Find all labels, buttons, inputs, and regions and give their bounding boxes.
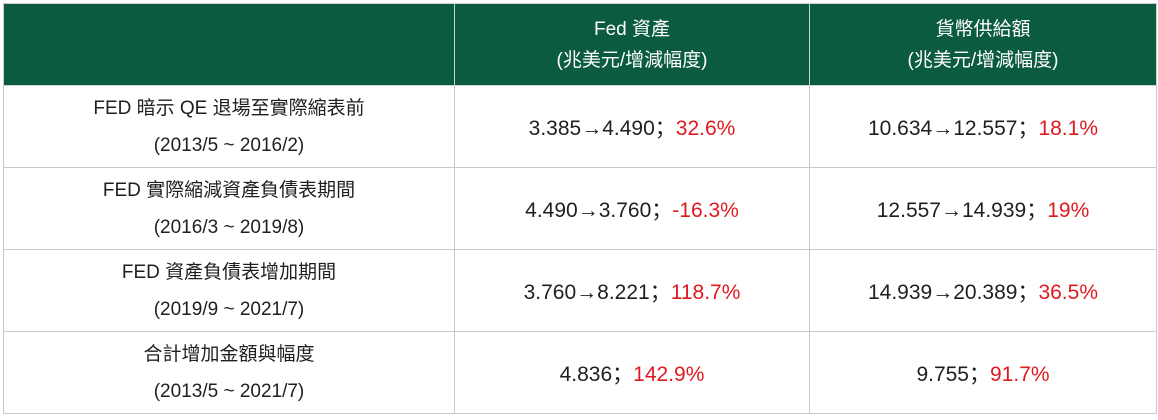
money-supply-cell: 9.755；91.7% [809,331,1157,414]
fed-assets-money-supply-table: Fed 資產 (兆美元/增減幅度) 貨幣供給額 (兆美元/增減幅度) FED 暗… [3,3,1157,414]
money-supply-range: 9.755； [916,362,990,386]
period-dates: (2016/3 ~ 2019/8) [153,216,305,238]
fed-assets-pct: 142.9% [633,362,705,386]
header-fed-assets-unit: (兆美元/增減幅度) [556,49,708,71]
period-label: FED 暗示 QE 退場至實際縮表前 [93,97,365,119]
table-header: Fed 資產 (兆美元/增減幅度) 貨幣供給額 (兆美元/增減幅度) [3,3,1157,86]
header-fed-assets: Fed 資產 (兆美元/增減幅度) [454,3,810,86]
money-supply-range: 14.939→20.389； [867,280,1039,304]
period-label-cell: 合計增加金額與幅度 (2013/5 ~ 2021/7) [3,331,455,414]
period-label-cell: FED 實際縮減資產負債表期間 (2016/3 ~ 2019/8) [3,167,455,250]
fed-assets-range: 4.836； [559,362,634,386]
money-supply-cell: 10.634→12.557；18.1% [809,85,1157,168]
period-dates: (2013/5 ~ 2021/7) [153,380,305,402]
fed-assets-cell: 4.836；142.9% [454,331,810,414]
fed-assets-pct: -16.3% [672,198,739,222]
money-supply-pct: 91.7% [990,362,1050,386]
fed-assets-cell: 3.385→4.490；32.6% [454,85,810,168]
period-label: FED 實際縮減資產負債表期間 [102,179,356,201]
header-money-supply-unit: (兆美元/增減幅度) [907,49,1059,71]
money-supply-pct: 19% [1047,198,1090,222]
table-body: FED 暗示 QE 退場至實際縮表前 (2013/5 ~ 2016/2) 3.3… [3,85,1157,414]
period-dates: (2019/9 ~ 2021/7) [153,298,305,320]
money-supply-cell: 14.939→20.389；36.5% [809,249,1157,332]
period-label-cell: FED 暗示 QE 退場至實際縮表前 (2013/5 ~ 2016/2) [3,85,455,168]
period-label: 合計增加金額與幅度 [143,343,315,365]
fed-assets-pct: 32.6% [675,116,736,140]
money-supply-pct: 18.1% [1038,116,1098,140]
header-row: Fed 資產 (兆美元/增減幅度) 貨幣供給額 (兆美元/增減幅度) [3,3,1157,86]
period-label: FED 資產負債表增加期間 [121,261,337,283]
money-supply-range: 10.634→12.557； [867,116,1039,140]
fed-assets-range: 3.385→4.490； [528,116,676,140]
header-money-supply: 貨幣供給額 (兆美元/增減幅度) [809,3,1157,86]
table-row: FED 暗示 QE 退場至實際縮表前 (2013/5 ~ 2016/2) 3.3… [3,85,1157,168]
header-period-cell [3,3,455,86]
money-supply-range: 12.557→14.939； [876,198,1048,222]
table-row: FED 實際縮減資產負債表期間 (2016/3 ~ 2019/8) 4.490→… [3,167,1157,250]
period-label-cell: FED 資產負債表增加期間 (2019/9 ~ 2021/7) [3,249,455,332]
table-row-total: 合計增加金額與幅度 (2013/5 ~ 2021/7) 4.836；142.9%… [3,331,1157,414]
table-row: FED 資產負債表增加期間 (2019/9 ~ 2021/7) 3.760→8.… [3,249,1157,332]
fed-assets-range: 4.490→3.760； [525,198,673,222]
header-fed-assets-title: Fed 資產 [593,18,671,40]
fed-assets-pct: 118.7% [670,280,741,304]
fed-assets-range: 3.760→8.221； [523,280,671,304]
fed-assets-cell: 4.490→3.760；-16.3% [454,167,810,250]
money-supply-cell: 12.557→14.939；19% [809,167,1157,250]
period-dates: (2013/5 ~ 2016/2) [153,134,305,156]
money-supply-pct: 36.5% [1038,280,1098,304]
header-money-supply-title: 貨幣供給額 [935,18,1031,40]
fed-assets-cell: 3.760→8.221；118.7% [454,249,810,332]
